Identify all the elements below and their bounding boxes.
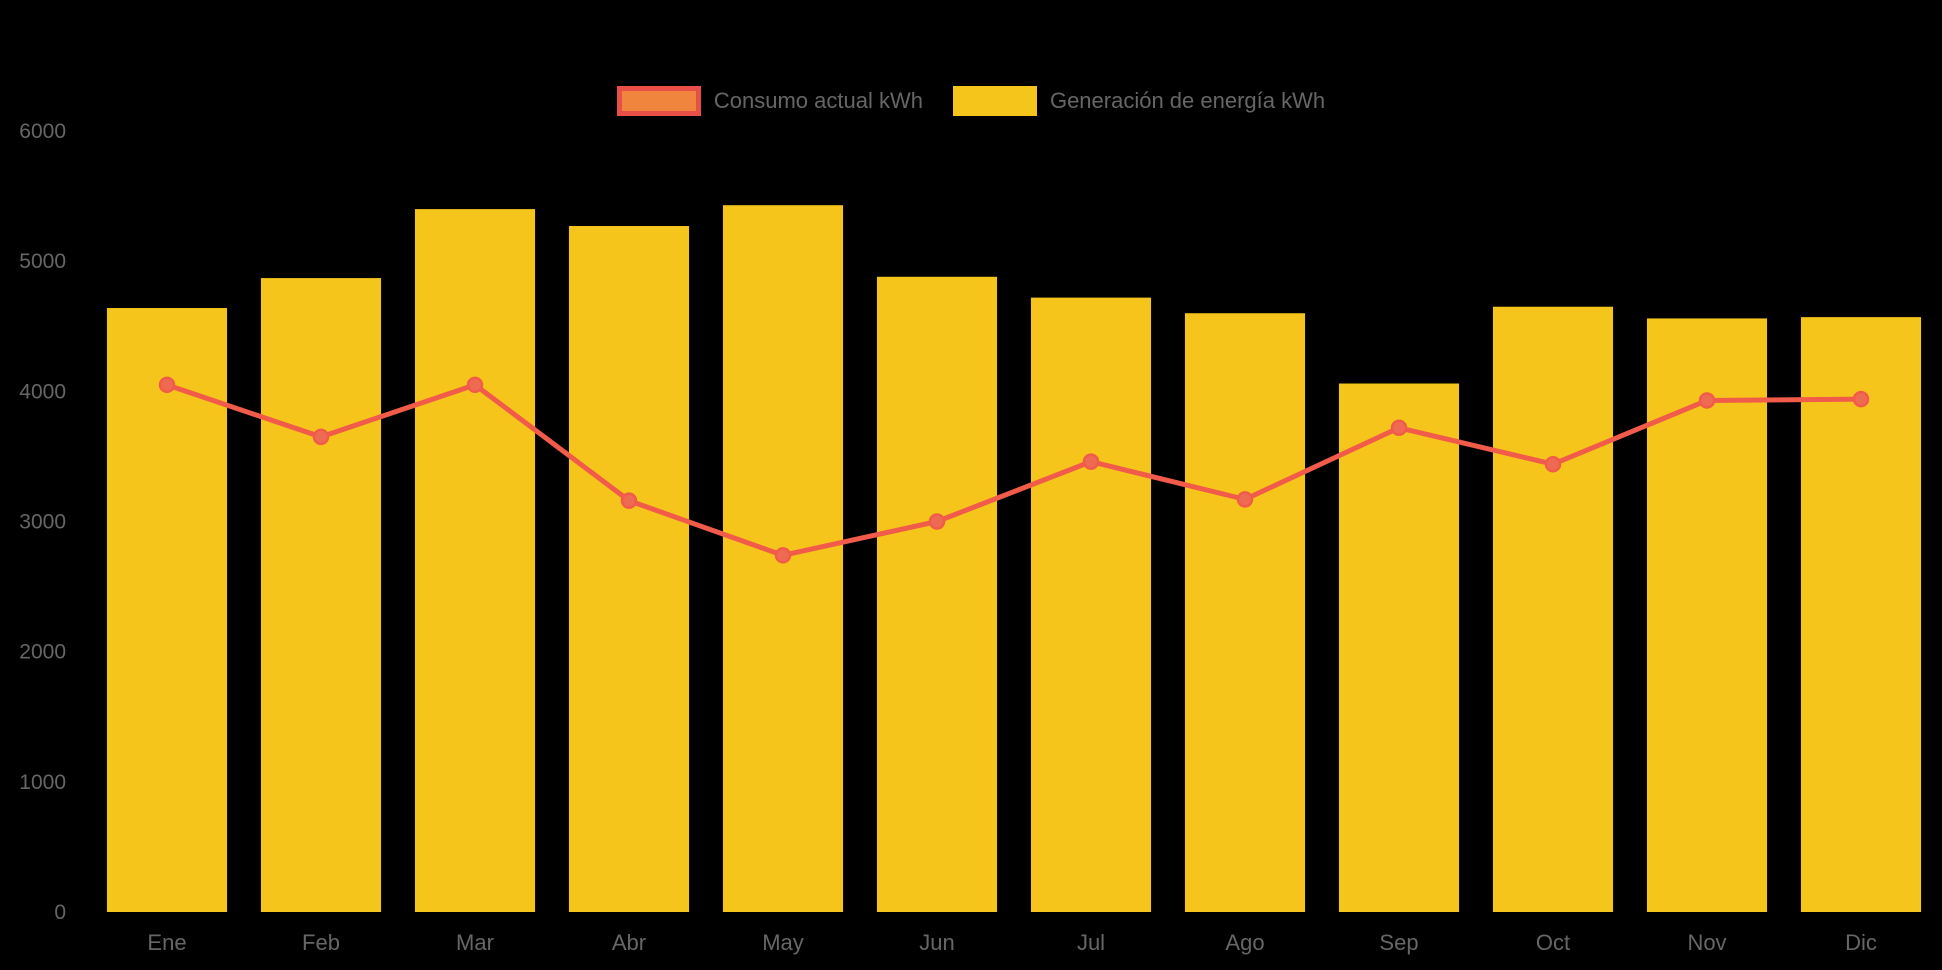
generation-bar[interactable] [1184, 313, 1306, 912]
y-axis-tick-label: 0 [54, 901, 66, 924]
x-axis-month-label: Dic [1845, 930, 1877, 955]
legend-item-consumo-actual[interactable]: Consumo actual kWh [616, 86, 923, 116]
consumption-line [164, 382, 1864, 558]
consumption-point[interactable] [620, 492, 638, 509]
consumption-point[interactable] [774, 547, 792, 564]
generation-bar[interactable] [414, 209, 536, 913]
consumption-point[interactable] [1852, 390, 1870, 408]
consumption-point[interactable] [1082, 453, 1100, 470]
x-axis-month-label: Sep [1379, 930, 1418, 955]
generation-bar[interactable] [106, 308, 228, 912]
generation-bar[interactable] [568, 226, 690, 912]
x-axis-month-label: Jun [919, 930, 954, 955]
x-axis-month-label: Oct [1536, 930, 1570, 955]
x-axis-month-label: May [762, 930, 804, 955]
consumption-point[interactable] [312, 428, 330, 446]
x-axis-month-label: Feb [302, 930, 340, 955]
y-axis-tick-label: 1000 [19, 771, 66, 794]
consumo-actual-legend-swatch [616, 86, 701, 116]
chart-legend: Consumo actual kWh Generación de energía… [0, 86, 1942, 116]
generacion-energia-legend-label: Generación de energía kWh [1049, 88, 1326, 113]
consumption-point[interactable] [158, 376, 176, 394]
consumption-point[interactable] [1236, 491, 1254, 508]
legend-item-generacion-energia[interactable]: Generación de energía kWh [952, 86, 1326, 116]
consumption-point[interactable] [1698, 392, 1716, 409]
generation-bar[interactable] [1030, 297, 1152, 912]
consumption-point[interactable] [1390, 419, 1408, 437]
y-axis-tick-label: 5000 [19, 250, 66, 273]
generation-bar[interactable] [260, 278, 382, 912]
y-axis-tick-label: 3000 [19, 511, 66, 534]
y-axis-tick-label: 6000 [19, 120, 66, 143]
consumo-actual-legend-label: Consumo actual kWh [713, 88, 923, 113]
generation-bar[interactable] [876, 276, 998, 913]
x-axis-month-label: Ago [1225, 930, 1264, 955]
consumption-point[interactable] [466, 376, 484, 394]
generation-bar[interactable] [1338, 383, 1460, 913]
x-axis-month-label: Jul [1077, 930, 1105, 955]
consumption-point[interactable] [928, 513, 946, 530]
x-axis-month-label: Mar [456, 930, 494, 955]
generation-bar[interactable] [1800, 317, 1922, 913]
y-axis-tick-label: 4000 [19, 380, 66, 403]
generation-bar[interactable] [1492, 306, 1614, 913]
x-axis-month-label: Ene [147, 930, 186, 955]
generacion-energia-legend-swatch [952, 86, 1037, 116]
consumption-point[interactable] [1544, 455, 1562, 473]
y-axis-tick-label: 2000 [19, 641, 66, 664]
x-axis-month-label: Nov [1687, 930, 1726, 955]
x-axis-month-label: Abr [612, 930, 646, 955]
